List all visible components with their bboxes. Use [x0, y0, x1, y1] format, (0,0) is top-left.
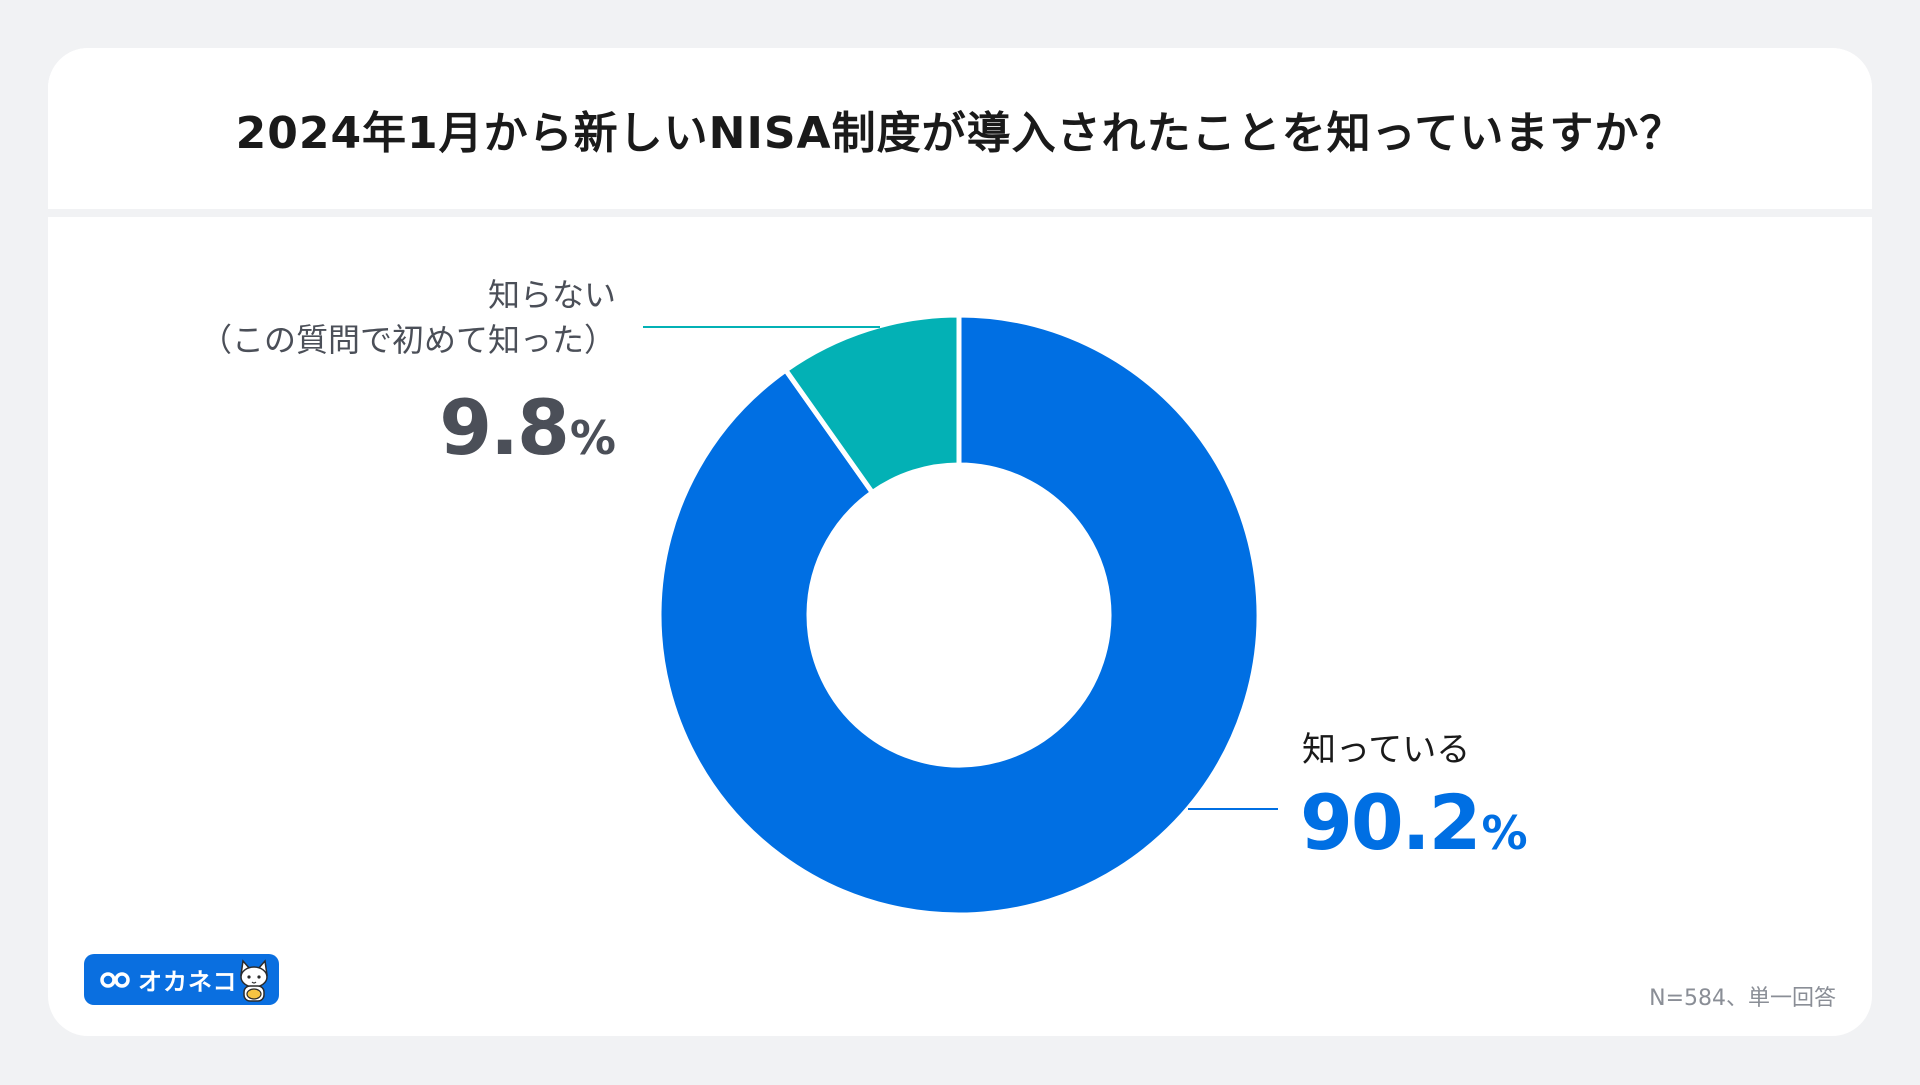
slice-value-unknown: 9.8% [439, 383, 616, 472]
slice-label-known: 知っている [1302, 730, 1471, 770]
slice-value-known-unit: % [1481, 806, 1528, 860]
infinity-icon [100, 971, 130, 988]
title-divider [48, 209, 1872, 217]
logo-text: オカネコ [138, 968, 238, 996]
slice-value-unknown-unit: % [569, 411, 616, 465]
cat-mascot-icon [240, 959, 268, 1002]
title-bar: 2024年1月から新しいNISA制度が導入されたことを知っていますか？ [48, 48, 1872, 209]
okaneko-logo: オカネコ [84, 954, 279, 1005]
donut-slice-known [656, 312, 1262, 918]
slice-value-unknown-number: 9.8 [439, 383, 570, 472]
slice-label-unknown-line1: 知らない [487, 276, 616, 314]
slice-value-known: 90.2% [1300, 778, 1528, 867]
donut-slice-unknown [782, 312, 962, 497]
footnote: N=584、単一回答 [1649, 986, 1836, 1011]
slice-value-known-number: 90.2 [1300, 778, 1482, 867]
slice-label-unknown: 知らない （この質問で初めて知った） [200, 273, 616, 363]
slice-label-unknown-line2: （この質問で初めて知った） [199, 320, 616, 359]
chart-title: 2024年1月から新しいNISA制度が導入されたことを知っていますか？ [235, 107, 1685, 159]
